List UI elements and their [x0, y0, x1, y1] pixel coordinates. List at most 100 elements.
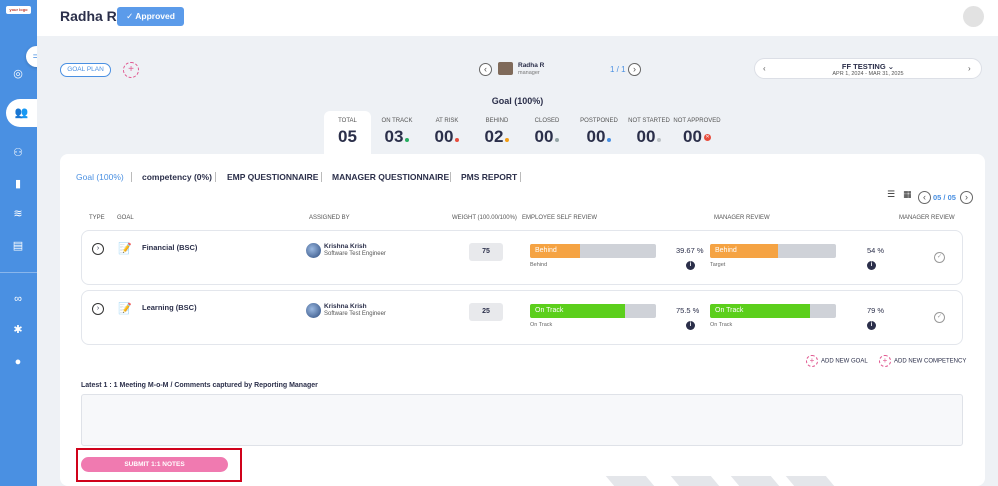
table-row[interactable]: › 📝 Learning (BSC) Krishna Krish Softwar…	[81, 290, 963, 345]
tab-divider	[450, 172, 451, 182]
info-icon[interactable]: i	[867, 321, 876, 330]
period-title-text: FF TESTING	[841, 62, 886, 71]
stat-label: NOT APPROVED	[673, 118, 721, 124]
self-review-pct: 39.67 %	[676, 246, 704, 255]
grid-view-icon[interactable]: ▦	[903, 189, 912, 199]
decor-chevron	[605, 476, 655, 486]
stat-total[interactable]: TOTAL 05	[324, 118, 371, 147]
decor-chevron	[670, 476, 720, 486]
tab-emp-questionnaire[interactable]: EMP QUESTIONNAIRE	[227, 172, 319, 182]
expand-row-icon[interactable]: ›	[92, 303, 104, 315]
stat-active-tab-bg	[324, 111, 371, 156]
self-review-fill	[530, 304, 626, 318]
manager-review-fill	[710, 244, 779, 258]
manager-review-sub: On Track	[710, 322, 733, 328]
self-review-sub: Behind	[530, 262, 548, 268]
add-new-goal-label: ADD NEW GOAL	[821, 358, 868, 365]
handshake-icon[interactable]: ≋	[13, 208, 23, 220]
stat-on-track[interactable]: ON TRACK 03	[377, 118, 417, 147]
manager-review-pct: 79 %	[867, 306, 885, 315]
goal-name[interactable]: Financial (BSC)	[142, 243, 198, 252]
stat-closed[interactable]: CLOSED 00	[527, 118, 567, 147]
tab-manager-questionnaire[interactable]: MANAGER QUESTIONNAIRE	[332, 172, 450, 182]
not-started-dot-icon	[657, 138, 662, 142]
expand-row-icon[interactable]: ›	[92, 243, 104, 255]
stat-value: 00	[527, 127, 567, 147]
team-icon[interactable]: 👥	[6, 99, 37, 127]
assigned-by-name: Krishna Krish	[324, 303, 367, 310]
book-icon[interactable]: ▮	[14, 178, 22, 190]
report-icon[interactable]: ▤	[12, 240, 24, 252]
closed-dot-icon	[555, 138, 560, 142]
stat-value: 00 ✕	[673, 127, 721, 147]
list-view-icon[interactable]: ☰	[887, 189, 896, 199]
next-page-icon[interactable]: ›	[960, 191, 973, 204]
stat-label: AT RISK	[435, 118, 459, 124]
stat-behind[interactable]: BEHIND 02	[477, 118, 517, 147]
add-new-competency-link[interactable]: + ADD NEW COMPETENCY	[879, 355, 966, 367]
stat-number: 00	[434, 127, 454, 146]
col-assigned-by: ASSIGNED BY	[309, 215, 350, 221]
profile-avatar[interactable]	[963, 6, 984, 27]
col-weight: WEIGHT (100.00/100%)	[452, 215, 517, 221]
self-review-bar: On Track	[530, 304, 656, 318]
next-period-icon[interactable]: ›	[968, 64, 971, 73]
weight-value: 75	[469, 243, 503, 261]
decor-chevron	[730, 476, 780, 486]
prev-employee-icon[interactable]: ‹	[479, 63, 492, 76]
settings-icon[interactable]: ✱	[13, 324, 23, 336]
stat-at-risk[interactable]: AT RISK 00	[427, 118, 467, 147]
add-new-goal-link[interactable]: + ADD NEW GOAL	[806, 355, 868, 367]
employee-name: Radha R	[60, 8, 117, 24]
period-selector[interactable]: ‹ FF TESTING ⌄ APR 1, 2024 - MAR 31, 202…	[754, 58, 982, 79]
period-title[interactable]: FF TESTING ⌄	[755, 62, 981, 71]
next-employee-icon[interactable]: ›	[628, 63, 641, 76]
tab-pms-report[interactable]: PMS REPORT	[461, 172, 518, 182]
dashboard-icon[interactable]: ◎	[13, 68, 23, 80]
goal-name[interactable]: Learning (BSC)	[142, 303, 197, 312]
stat-label: POSTPONED	[580, 118, 618, 124]
table-row[interactable]: › 📝 Financial (BSC) Krishna Krish Softwa…	[81, 230, 963, 285]
table-pager: 05 / 05	[933, 193, 956, 202]
info-icon[interactable]: i	[686, 261, 695, 270]
self-review-bar: Behind	[530, 244, 656, 258]
info-icon[interactable]: i	[686, 321, 695, 330]
col-goal: GOAL	[117, 215, 134, 221]
stat-not-started[interactable]: NOT STARTED 00	[625, 118, 673, 147]
manager-review-fill	[710, 304, 810, 318]
org-icon[interactable]: ⚇	[13, 147, 23, 159]
submit-notes-button[interactable]: SUBMIT 1:1 NOTES	[81, 457, 228, 472]
approved-badge: ✓ Approved	[117, 7, 184, 26]
review-check-icon[interactable]: ✓	[934, 252, 945, 263]
self-review-status: Behind	[535, 247, 557, 254]
not-approved-x-icon: ✕	[703, 134, 711, 142]
company-logo: your logo	[6, 6, 31, 14]
user-icon[interactable]: ●	[14, 356, 22, 368]
goal-plan-button[interactable]: GOAL PLAN	[60, 63, 111, 77]
prev-page-icon[interactable]: ‹	[918, 191, 931, 204]
tab-goal[interactable]: Goal (100%)	[76, 172, 124, 182]
goal-doc-icon: 📝	[118, 243, 132, 255]
decor-chevron	[785, 476, 835, 486]
manager-review-status: Behind	[715, 247, 737, 254]
assigned-by-role: Software Test Engineer	[324, 311, 386, 317]
manager-review-status: On Track	[715, 307, 744, 314]
glasses-icon[interactable]: ∞	[14, 293, 22, 305]
notes-textarea[interactable]	[81, 394, 963, 446]
stat-number: 02	[484, 127, 504, 146]
stat-not-approved[interactable]: NOT APPROVED 00 ✕	[673, 118, 721, 147]
add-plan-icon[interactable]: +	[123, 62, 139, 78]
tab-competency[interactable]: competency (0%)	[142, 172, 212, 182]
assignee-avatar	[306, 303, 321, 318]
stat-value: 03	[377, 127, 417, 147]
prev-period-icon[interactable]: ‹	[763, 64, 766, 73]
tab-divider	[321, 172, 322, 182]
review-check-icon[interactable]: ✓	[934, 312, 945, 323]
info-icon[interactable]: i	[867, 261, 876, 270]
self-review-sub: On Track	[530, 322, 553, 328]
stat-postponed[interactable]: POSTPONED 00	[575, 118, 623, 147]
stat-label: CLOSED	[534, 118, 560, 124]
approved-badge-label: Approved	[135, 11, 175, 21]
stat-label: BEHIND	[485, 118, 509, 124]
stat-number: 00	[636, 127, 656, 146]
